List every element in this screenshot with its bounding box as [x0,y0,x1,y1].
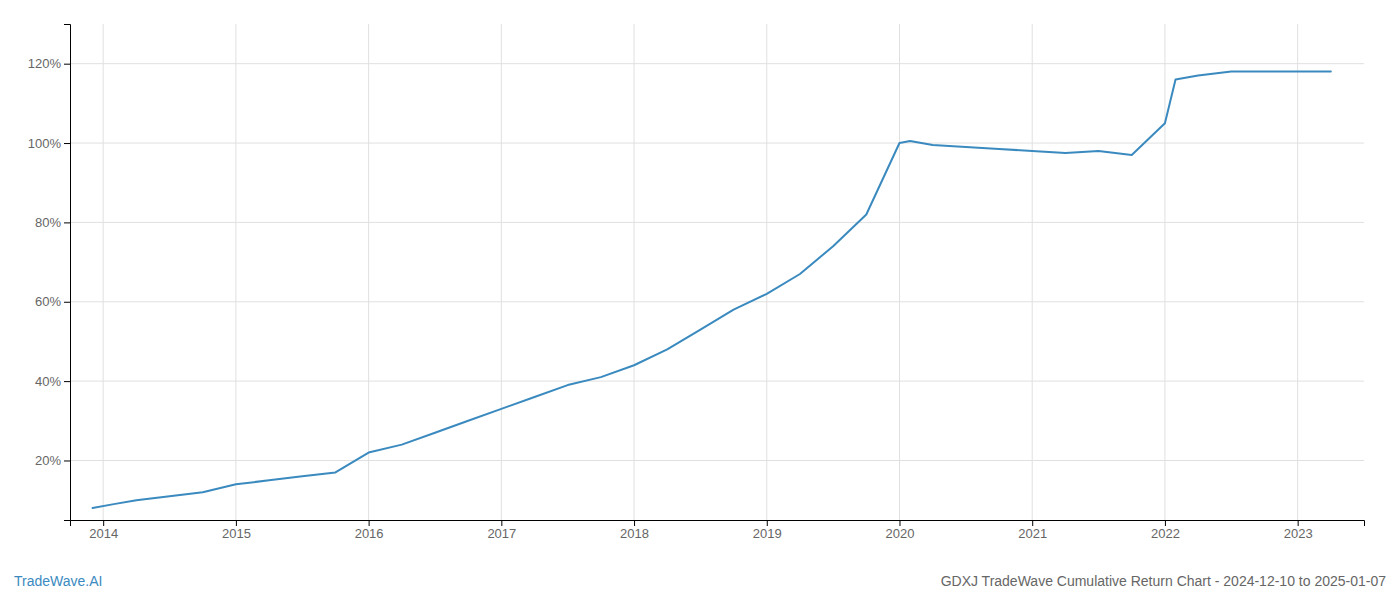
tick-label: 2023 [1284,526,1313,541]
tick: 2019 [753,520,782,541]
grid-line [634,24,635,520]
tick: 80% [35,215,70,230]
tick: 2017 [487,520,516,541]
tick-label: 2022 [1151,526,1180,541]
tick-label: 2015 [222,526,251,541]
tick-label: 20% [35,453,61,468]
tick-mark [1165,520,1166,526]
plot-area: 2014 2015 2016 2017 2018 2019 2020 2021 2022 2023… [28,24,1365,541]
tick: 40% [35,374,70,389]
tick-label: 2019 [753,526,782,541]
grid [70,24,1364,520]
grid-line [70,222,1364,223]
axis-line [64,25,71,521]
tick-mark [103,520,104,526]
tick-label: 2021 [1018,526,1047,541]
tick-mark [899,520,900,526]
x-axis: 2014 2015 2016 2017 2018 2019 2020 2021 2022 2023 [71,520,1365,541]
tick: 60% [35,294,70,309]
tick-mark [64,302,70,303]
grid-line [70,143,1364,144]
tick-label: 2014 [89,526,118,541]
grid-line [70,63,1364,64]
tick-mark [767,520,768,526]
grid-line [103,24,104,520]
tick: 100% [28,136,70,151]
tick: 20% [35,453,70,468]
tick-label: 2016 [355,526,384,541]
tick-label: 60% [35,294,61,309]
grid-line [368,24,369,520]
tick-label: 2017 [487,526,516,541]
tick-mark [64,222,70,223]
tick-mark [1032,520,1033,526]
tick-mark [64,460,70,461]
tick-mark [236,520,237,526]
grid-line [766,24,767,520]
line [93,72,1331,508]
tick: 2022 [1151,520,1180,541]
tick-mark [64,64,70,65]
tick-mark [634,520,635,526]
tick-label: 2018 [620,526,649,541]
chart: 2014 2015 2016 2017 2018 2019 2020 2021 2022 2023… [0,0,1400,600]
axis-line [71,521,1365,527]
grid-line [70,460,1364,461]
tick: 2016 [355,520,384,541]
title: GDXJ TradeWave Cumulative Return Chart -… [941,573,1387,589]
tick: 2014 [89,520,118,541]
tick-label: 100% [28,136,62,151]
grid-line [1164,24,1165,520]
tick-mark [501,520,502,526]
tick-mark [1298,520,1299,526]
series [93,72,1331,508]
grid-line [1032,24,1033,520]
grid-line [70,301,1364,302]
tick-label: 40% [35,374,61,389]
tick: 2021 [1018,520,1047,541]
grid-line [1297,24,1298,520]
tick: 2018 [620,520,649,541]
grid-line [70,381,1364,382]
tick: 2023 [1284,520,1313,541]
watermark: TradeWave.AI [14,573,102,589]
tick-mark [64,381,70,382]
tick-label: 120% [28,56,62,71]
grid-line [899,24,900,520]
tick-label: 2020 [886,526,915,541]
y-axis: 20% 40% 60% 80% 100% 120% [28,25,71,521]
tick-mark [64,143,70,144]
tick-label: 80% [35,215,61,230]
tick: 2015 [222,520,251,541]
tick: 2020 [886,520,915,541]
grid-line [501,24,502,520]
tick-mark [369,520,370,526]
grid-line [235,24,236,520]
tick: 120% [28,56,70,71]
